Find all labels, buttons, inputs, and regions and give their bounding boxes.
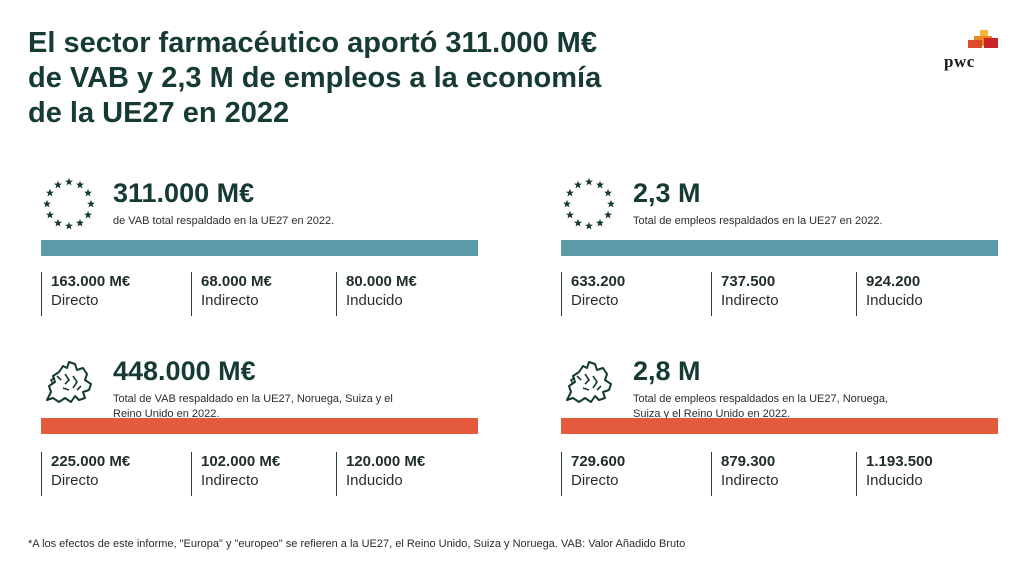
title-line-2: de VAB y 2,3 M de empleos a la economía	[28, 62, 602, 94]
star-icon	[87, 199, 95, 208]
jobs-eu-stat-indirect: 737.500 Indirecto	[711, 272, 779, 316]
star-icon	[565, 210, 574, 219]
jobs-europe-stat-indirect: 879.300 Indirecto	[711, 452, 779, 496]
vab-eu-bar	[41, 240, 478, 256]
vab-eu-value: 311.000 M€	[113, 178, 255, 208]
page-title: El sector farmacéutico aportó 311.000 M€…	[28, 26, 648, 131]
star-icon	[84, 210, 93, 219]
stat-label: Indirecto	[721, 472, 779, 489]
jobs-eu-stat-direct: 633.200 Directo	[561, 272, 625, 316]
block-jobs-europe: 2,8 M Total de empleos respaldados en la…	[561, 354, 998, 496]
vab-europe-description: Total de VAB respaldado en la UE27, Noru…	[113, 393, 393, 420]
vab-eu-stat-induced: 80.000 M€ Inducido	[336, 272, 417, 316]
stat-label: Inducido	[866, 292, 923, 309]
star-icon	[604, 210, 613, 219]
star-icon	[596, 218, 604, 227]
block-jobs-eu: 2,3 M Total de empleos respaldados en la…	[561, 176, 998, 316]
vab-eu-stat-direct: 163.000 M€ Directo	[41, 272, 130, 316]
vab-europe-stat-indirect: 102.000 M€ Indirecto	[191, 452, 280, 496]
stat-label: Directo	[571, 292, 619, 309]
block-vab-europe: 448.000 M€ Total de VAB respaldado en la…	[41, 354, 478, 496]
footnote: *A los efectos de este informe, "Europa"…	[28, 538, 686, 550]
star-icon	[76, 218, 84, 227]
star-icon	[65, 177, 73, 186]
star-icon	[585, 221, 593, 230]
stat-value: 924.200	[866, 273, 921, 290]
jobs-europe-value: 2,8 M	[633, 356, 701, 386]
stat-value: 163.000 M€	[51, 273, 131, 290]
stat-value: 737.500	[721, 273, 776, 290]
jobs-europe-stat-induced: 1.193.500 Inducido	[856, 452, 933, 496]
eu-stars-icon	[43, 177, 95, 230]
star-icon	[585, 177, 593, 186]
jobs-europe-stat-direct: 729.600 Directo	[561, 452, 625, 496]
stat-value: 225.000 M€	[51, 453, 131, 470]
star-icon	[43, 199, 51, 208]
vab-europe-bar	[41, 418, 478, 434]
jobs-europe-bar	[561, 418, 998, 434]
stat-value: 1.193.500	[866, 453, 933, 470]
stat-value: 80.000 M€	[346, 273, 417, 290]
stat-label: Indirecto	[721, 292, 779, 309]
jobs-eu-description: Total de empleos respaldados en la UE27 …	[633, 215, 883, 227]
stat-value: 633.200	[571, 273, 626, 290]
jobs-europe-description: Total de empleos respaldados en la UE27,…	[633, 393, 888, 420]
jobs-eu-stat-induced: 924.200 Inducido	[856, 272, 923, 316]
stat-label: Inducido	[866, 472, 923, 489]
stat-label: Inducido	[346, 292, 403, 309]
europe-map-icon	[46, 361, 92, 403]
vab-eu-description: de VAB total respaldado en la UE27 en 20…	[113, 215, 335, 227]
vab-europe-value: 448.000 M€	[113, 356, 256, 386]
title-line-1: El sector farmacéutico aportó 311.000 M€	[28, 27, 597, 59]
star-icon	[607, 199, 615, 208]
star-icon	[45, 188, 54, 197]
stat-label: Indirecto	[201, 472, 259, 489]
stat-value: 102.000 M€	[201, 453, 281, 470]
vab-europe-stat-direct: 225.000 M€ Directo	[41, 452, 130, 496]
star-icon	[574, 180, 582, 189]
stat-value: 879.300	[721, 453, 776, 470]
star-icon	[604, 188, 613, 197]
eu-stars-icon	[563, 177, 615, 230]
stat-value: 729.600	[571, 453, 626, 470]
stat-label: Inducido	[346, 472, 403, 489]
stat-label: Directo	[571, 472, 619, 489]
vab-eu-stat-indirect: 68.000 M€ Indirecto	[191, 272, 272, 316]
star-icon	[76, 180, 84, 189]
star-icon	[84, 188, 93, 197]
stat-label: Indirecto	[201, 292, 259, 309]
star-icon	[563, 199, 571, 208]
star-icon	[65, 221, 73, 230]
europe-map-icon	[566, 361, 612, 403]
pwc-logo-text: pwc	[944, 52, 975, 71]
stat-value: 68.000 M€	[201, 273, 272, 290]
pwc-logo-mark-icon	[968, 30, 998, 48]
star-icon	[54, 180, 62, 189]
stat-label: Directo	[51, 472, 99, 489]
star-icon	[596, 180, 604, 189]
jobs-eu-value: 2,3 M	[633, 178, 701, 208]
star-icon	[54, 218, 62, 227]
star-icon	[45, 210, 54, 219]
star-icon	[574, 218, 582, 227]
stat-label: Directo	[51, 292, 99, 309]
block-vab-eu: 311.000 M€ de VAB total respaldado en la…	[41, 176, 478, 316]
star-icon	[565, 188, 574, 197]
title-line-3: de la UE27 en 2022	[28, 97, 290, 129]
vab-europe-stat-induced: 120.000 M€ Inducido	[336, 452, 425, 496]
stat-value: 120.000 M€	[346, 453, 426, 470]
jobs-eu-bar	[561, 240, 998, 256]
